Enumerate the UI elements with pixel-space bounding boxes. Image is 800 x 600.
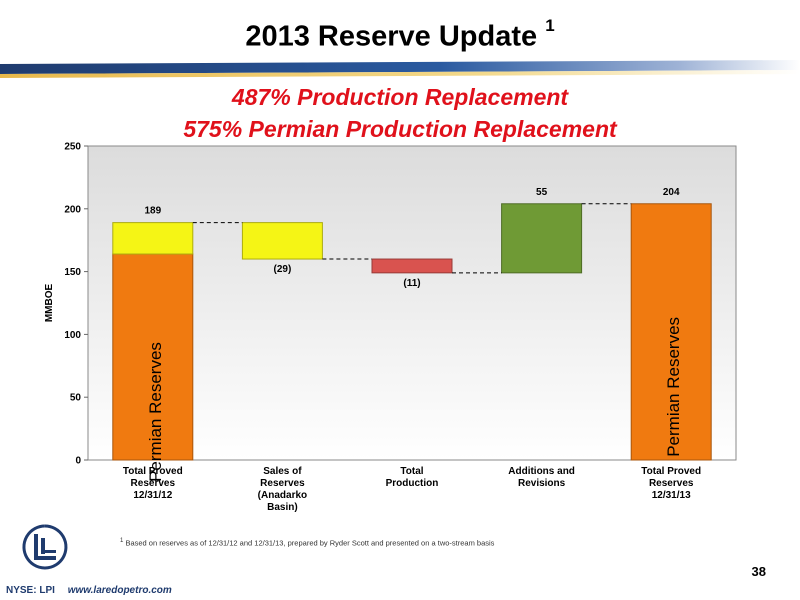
bar-segment-yellow: [241, 222, 323, 260]
bar-inner-label: Permian Reserves: [664, 317, 683, 457]
bar-segment-red: [371, 258, 453, 274]
y-tick-label: 100: [64, 330, 81, 341]
page-number: 38: [751, 564, 766, 579]
ticker: NYSE: LPI: [6, 585, 55, 596]
subtitle-permian: 575% Permian Production Replacement: [183, 116, 617, 142]
category-label: Reserves: [260, 478, 305, 489]
band-gold-stripe: [0, 70, 800, 78]
category-label: Total: [400, 466, 423, 477]
category-label: Total Proved: [123, 466, 183, 477]
category-label: (Anadarko: [258, 490, 307, 501]
category-label: 12/31/12: [133, 490, 172, 501]
bar-segment-yellow: [112, 222, 194, 255]
company-logo: [22, 524, 68, 575]
slide-title: 2013 Reserve Update 1: [0, 16, 800, 54]
bar-segment-green: [501, 203, 583, 274]
y-tick-label: 250: [64, 142, 81, 153]
footer: NYSE: LPI www.laredopetro.com: [6, 585, 172, 596]
y-tick-label: 50: [70, 393, 82, 404]
y-tick-label: 0: [75, 456, 81, 467]
category-label: Sales of: [263, 466, 302, 477]
y-tick-label: 150: [64, 267, 81, 278]
y-tick-label: 200: [64, 204, 81, 215]
title-footnote-mark: 1: [545, 16, 555, 35]
bar-segment-orange: [630, 203, 712, 461]
footnote-text: Based on reserves as of 12/31/12 and 12/…: [125, 538, 495, 548]
category-label: 12/31/13: [652, 490, 691, 501]
y-axis-title: MMBOE: [44, 284, 55, 323]
bar-inner-label: Permian Reserves: [146, 342, 165, 482]
category-label: Reserves: [649, 478, 694, 489]
band-blue-stripe: [0, 60, 800, 74]
header-band: [0, 60, 800, 78]
category-label: Basin): [267, 502, 298, 513]
footnote: 1 Based on reserves as of 12/31/12 and 1…: [120, 538, 494, 548]
data-label: 55: [536, 187, 548, 198]
data-label: (11): [403, 278, 420, 289]
plot-area: [87, 145, 737, 461]
data-label: 189: [144, 206, 161, 217]
website-link[interactable]: www.laredopetro.com: [67, 585, 172, 596]
category-label: Total Proved: [641, 466, 701, 477]
category-label: Reserves: [131, 478, 176, 489]
laredo-logo-icon: [22, 524, 68, 570]
category-label: Production: [386, 478, 439, 489]
footnote-mark: 1: [120, 538, 124, 544]
data-label: 204: [663, 187, 680, 198]
data-label: (29): [274, 264, 292, 275]
category-label: Revisions: [518, 478, 566, 489]
subtitle-production: 487% Production Replacement: [231, 84, 569, 110]
category-label: Additions and: [508, 466, 575, 477]
slide-title-text: 2013 Reserve Update: [245, 20, 538, 53]
